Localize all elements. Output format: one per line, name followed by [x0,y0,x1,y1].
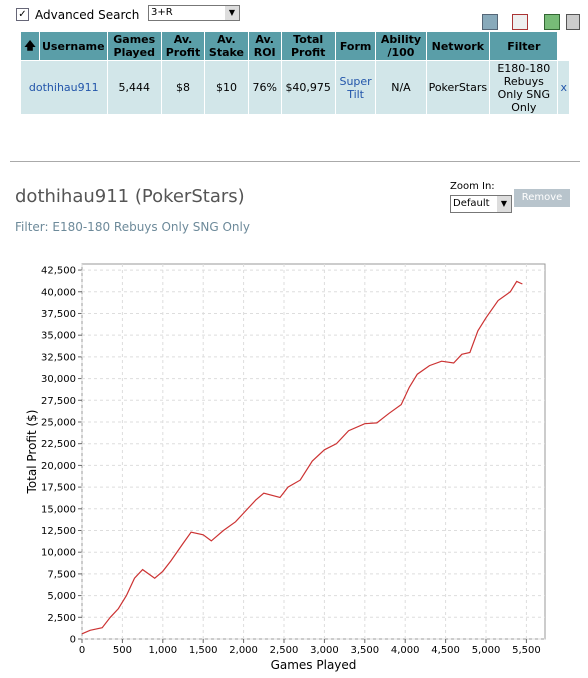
y-tick-label: 40,000 [41,287,76,298]
zoom-arrow: ▼ [497,196,511,212]
y-tick-label: 25,000 [41,417,76,428]
table-row: dothihau911 5,444 $8 $10 76% $40,975 Super Til… [20,60,570,115]
y-tick-label: 17,500 [41,483,76,494]
dropdown[interactable]: 3+R ▼ [148,5,240,21]
remove-button[interactable]: Remove [514,189,570,207]
column-header: Network [425,31,491,61]
chart: 0 2,500 5,000 7,500 10,000 12,500 15,000 17,500… [25,263,546,672]
dropdown-value: 3+R [151,7,173,18]
y-tick-label: 27,500 [41,396,76,407]
x-tick-label: 1,500 [189,645,218,656]
table-cell: $8 [160,60,206,115]
zoom-value: Default [453,198,490,209]
icon-delete[interactable] [512,14,528,30]
table-cell: dothihau911 [20,60,108,115]
header-row: 🡅 Username Games Played Av. Profit Av. Stake… [20,31,570,61]
y-tick-label: 37,500 [41,309,76,320]
column-header: Username [39,31,108,61]
column-header: Av. Stake [204,31,249,61]
x-tick-label: 0 [79,645,85,656]
x-tick-label: 5,000 [472,645,501,656]
checkbox[interactable]: ✓ [16,8,29,21]
table-body: dothihau911 5,444 $8 $10 76% $40,975 Super Til… [20,60,570,115]
table-cell[interactable]: x [557,60,570,115]
table-cell: $40,975 [280,60,336,115]
y-axis-label: Total Profit ($) [25,410,39,495]
y-tick-label: 22,500 [41,439,76,450]
y-tick-label: 10,000 [41,548,76,559]
column-header: Ability /100 [375,31,427,61]
x-tick-label: 500 [113,645,132,656]
column-header: Filter [489,31,559,61]
y-tick-label: 2,500 [47,613,76,624]
y-tick-label: 30,000 [41,374,76,385]
x-tick-label: 4,500 [431,645,460,656]
filter-text: Filter: E180-180 Rebuys Only SNG Only [15,220,250,234]
table-cell: 76% [247,60,282,115]
stats-table: 🡅 Username Games Played Av. Profit Av. Stake… [20,31,570,115]
zoom-label: Zoom In: [450,181,495,192]
x-tick-label: 3,500 [350,645,379,656]
table-cell: 5,444 [106,60,162,115]
x-tick-label: 2,500 [270,645,299,656]
table-cell: N/A [375,60,427,115]
dropdown-arrow: ▼ [225,6,239,20]
y-tick-label: 7,500 [47,569,76,580]
advanced-search-label: Advanced Search [35,8,140,22]
sort-arrow[interactable]: 🡅 [20,31,40,61]
column-header: Form [334,31,377,61]
column-header: Games Played [106,31,162,61]
y-tick-label: 32,500 [41,352,76,363]
profit-line [81,280,523,635]
table-cell: $10 [204,60,249,115]
icon-window[interactable] [566,14,580,30]
x-axis-label: Games Played [271,658,357,672]
y-tick-label: 5,000 [47,591,76,602]
zoom-select[interactable]: Default ▼ [450,195,512,213]
x-tick-label: 5,500 [512,645,541,656]
y-tick-label: 0 [70,635,76,646]
player-title: dothihau911 (PokerStars) [15,186,245,207]
y-tick-label: 12,500 [41,526,76,537]
x-tick-label: 3,000 [310,645,339,656]
table-cell: Super Tilt [334,60,377,115]
table-cell: E180-180 Rebuys Only SNG Only [489,60,559,115]
table-cell: PokerStars [425,60,491,115]
plot-area [81,263,546,640]
x-tick-label: 1,000 [148,645,177,656]
column-header: Av. ROI [247,31,282,61]
y-tick-label: 35,000 [41,331,76,342]
column-header: Total Profit [280,31,336,61]
x-tick-label: 2,000 [229,645,258,656]
y-tick-label: 15,000 [41,504,76,515]
icon-export[interactable] [482,14,498,30]
icon-refresh[interactable] [544,14,560,30]
y-tick-label: 42,500 [41,266,76,277]
separator [10,161,580,162]
x-tick-label: 4,000 [391,645,420,656]
y-tick-label: 20,000 [41,461,76,472]
column-header: Av. Profit [160,31,206,61]
